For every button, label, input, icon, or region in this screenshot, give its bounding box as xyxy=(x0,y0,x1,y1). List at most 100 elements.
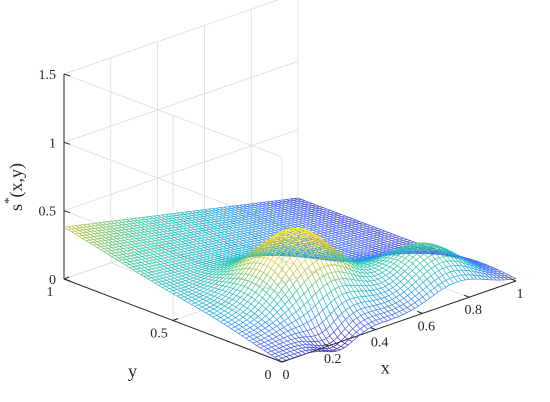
mesh-segment xyxy=(313,233,319,237)
mesh-segment xyxy=(126,252,131,254)
mesh-segment xyxy=(200,277,205,279)
mesh-segment xyxy=(303,232,308,236)
mesh-segment xyxy=(175,228,180,231)
mesh-segment xyxy=(274,265,279,272)
mesh-segment xyxy=(290,240,295,245)
mesh-segment xyxy=(283,223,288,225)
mesh-segment xyxy=(171,264,176,267)
mesh-segment xyxy=(234,243,239,245)
mesh-segment xyxy=(297,248,302,255)
mesh-segment xyxy=(191,221,196,224)
mesh-segment xyxy=(253,338,258,342)
mesh-segment xyxy=(163,273,168,276)
mesh-segment xyxy=(100,240,105,244)
mesh-segment xyxy=(224,233,229,237)
mesh-segment xyxy=(208,273,213,277)
mesh-segment xyxy=(150,243,155,247)
mesh-segment xyxy=(196,246,201,249)
mesh-segment xyxy=(140,267,145,269)
mesh-segment xyxy=(198,226,203,229)
mesh-segment xyxy=(297,348,302,352)
mesh-segment xyxy=(280,238,285,243)
mesh-segment xyxy=(227,208,232,210)
mesh-segment xyxy=(208,239,213,242)
mesh-segment xyxy=(276,245,281,249)
mesh-segment xyxy=(133,220,138,224)
mesh-segment xyxy=(280,246,285,249)
mesh-segment xyxy=(269,304,274,309)
mesh-segment xyxy=(222,271,228,275)
mesh-segment xyxy=(311,285,316,294)
mesh-segment xyxy=(271,221,276,224)
mesh-segment xyxy=(242,324,247,328)
mesh-segment xyxy=(168,220,173,222)
mesh-segment xyxy=(244,268,250,275)
mesh-segment xyxy=(277,279,283,286)
mesh-segment xyxy=(218,251,223,254)
mesh-segment xyxy=(134,254,139,256)
mesh-segment xyxy=(200,280,205,282)
mesh-segment xyxy=(217,306,222,310)
mesh-segment xyxy=(279,337,284,341)
mesh-segment xyxy=(246,319,251,323)
mesh-segment xyxy=(182,236,187,239)
mesh-segment xyxy=(184,250,189,252)
mesh-segment xyxy=(251,234,256,237)
mesh-segment xyxy=(162,241,167,243)
mesh-segment xyxy=(254,242,259,244)
mesh-segment xyxy=(326,294,331,303)
mesh-segment xyxy=(257,327,262,331)
mesh-segment xyxy=(271,259,276,263)
mesh-segment xyxy=(319,258,325,267)
mesh-segment xyxy=(283,219,288,222)
mesh-segment xyxy=(234,324,240,328)
mesh-segment xyxy=(183,225,188,229)
mesh-segment xyxy=(324,246,329,253)
mesh-segment xyxy=(299,315,304,319)
mesh-segment xyxy=(190,227,195,230)
mesh-segment xyxy=(169,245,174,249)
mesh-segment xyxy=(227,240,232,244)
mesh-segment xyxy=(136,270,141,273)
mesh-segment xyxy=(129,261,134,265)
mesh-segment xyxy=(145,218,150,220)
mesh-segment xyxy=(113,235,118,237)
mesh-segment xyxy=(215,245,220,248)
mesh-segment xyxy=(191,254,196,258)
mesh-segment xyxy=(115,248,120,251)
mesh-segment xyxy=(265,213,269,217)
mesh-segment xyxy=(231,242,236,245)
mesh-segment xyxy=(134,251,139,255)
mesh-segment xyxy=(252,341,257,344)
mesh-segment xyxy=(196,210,201,213)
mesh-segment xyxy=(235,314,240,318)
mesh-segment xyxy=(169,250,174,252)
mesh-segment xyxy=(279,217,284,219)
mesh-segment xyxy=(238,245,243,247)
mesh-segment xyxy=(191,302,196,305)
mesh-segment xyxy=(291,215,296,217)
mesh-segment xyxy=(243,305,248,309)
mesh-segment xyxy=(249,220,254,222)
mesh-segment xyxy=(236,297,241,302)
mesh-segment xyxy=(209,229,214,232)
mesh-segment xyxy=(233,269,239,275)
mesh-segment xyxy=(209,234,214,237)
mesh-segment xyxy=(266,286,271,293)
mesh-segment xyxy=(309,223,314,225)
mesh-segment xyxy=(227,321,232,325)
mesh-segment xyxy=(172,257,177,260)
mesh-segment xyxy=(218,281,223,286)
mesh-segment xyxy=(216,317,221,320)
mesh-segment xyxy=(223,323,228,327)
mesh-segment xyxy=(325,329,331,336)
mesh-segment xyxy=(268,330,273,335)
mesh-segment xyxy=(104,245,109,249)
mesh-segment xyxy=(237,278,242,280)
mesh-segment xyxy=(184,214,189,217)
mesh-segment xyxy=(327,231,332,234)
mesh-segment xyxy=(243,232,248,234)
mesh-segment xyxy=(200,243,205,246)
mesh-segment xyxy=(109,231,114,235)
mesh-segment xyxy=(290,343,295,347)
